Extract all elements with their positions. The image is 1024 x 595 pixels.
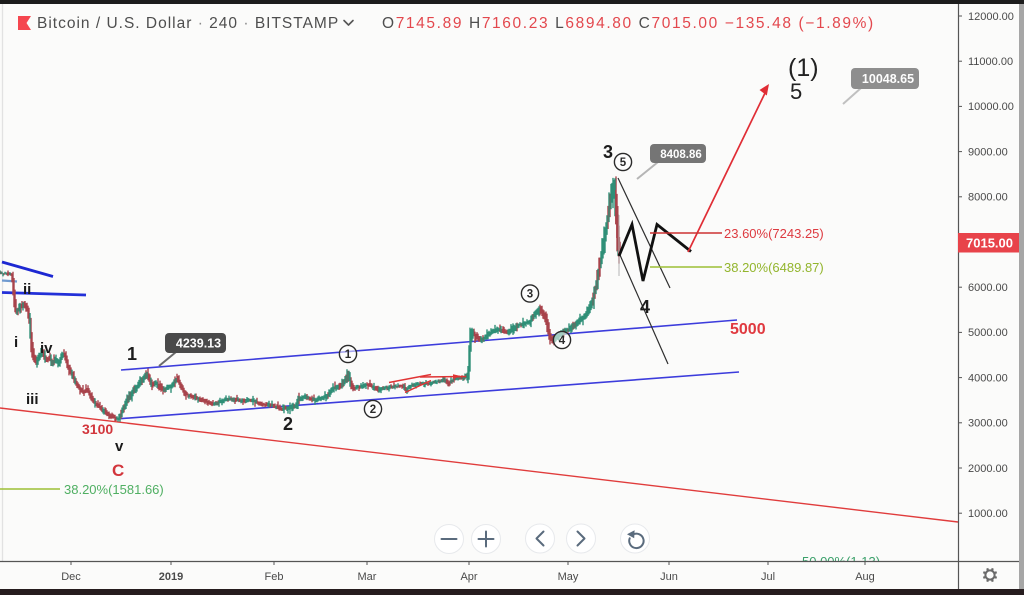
svg-text:Dec: Dec xyxy=(61,571,81,583)
svg-text:3000.00: 3000.00 xyxy=(968,418,1008,430)
svg-text:5: 5 xyxy=(620,157,627,169)
svg-text:5: 5 xyxy=(790,79,802,104)
svg-text:3: 3 xyxy=(527,289,533,301)
svg-text:v: v xyxy=(115,438,124,455)
svg-text:11000.00: 11000.00 xyxy=(968,56,1013,68)
svg-text:7015.00: 7015.00 xyxy=(966,236,1013,251)
svg-text:iii: iii xyxy=(26,391,39,408)
svg-text:Aug: Aug xyxy=(855,571,875,583)
svg-text:4: 4 xyxy=(559,335,566,347)
svg-text:May: May xyxy=(558,571,579,583)
svg-text:4: 4 xyxy=(640,297,650,317)
svg-text:1000.00: 1000.00 xyxy=(968,508,1008,520)
svg-text:2: 2 xyxy=(283,414,293,434)
svg-text:9000.00: 9000.00 xyxy=(968,146,1008,158)
svg-text:10048.65: 10048.65 xyxy=(862,72,914,86)
svg-text:1: 1 xyxy=(345,349,352,361)
svg-text:38.20%(1581.66): 38.20%(1581.66) xyxy=(64,482,164,497)
svg-text:38.20%(6489.87): 38.20%(6489.87) xyxy=(724,260,824,275)
svg-text:Bitcoin / U.S. Dollar · 240 ·: Bitcoin / U.S. Dollar · 240 · BITSTAMP xyxy=(37,15,339,32)
svg-text:23.60%(7243.25): 23.60%(7243.25) xyxy=(724,226,824,241)
svg-text:5000: 5000 xyxy=(730,321,766,338)
svg-text:8000.00: 8000.00 xyxy=(968,192,1008,204)
svg-text:2019: 2019 xyxy=(159,571,183,583)
svg-text:2000.00: 2000.00 xyxy=(968,463,1008,475)
svg-text:(1): (1) xyxy=(788,54,819,82)
svg-text:Apr: Apr xyxy=(460,571,477,583)
svg-text:3: 3 xyxy=(603,142,613,162)
svg-text:8408.86: 8408.86 xyxy=(660,149,702,161)
svg-text:O7145.89 H7160.23 L6894.80 C70: O7145.89 H7160.23 L6894.80 C7015.00 −135… xyxy=(382,15,875,32)
svg-text:Mar: Mar xyxy=(358,571,377,583)
svg-text:i: i xyxy=(14,334,18,351)
svg-text:10000.00: 10000.00 xyxy=(968,101,1014,113)
svg-text:ii: ii xyxy=(23,281,31,298)
svg-text:C: C xyxy=(112,461,124,480)
svg-text:Feb: Feb xyxy=(265,571,284,583)
svg-text:iv: iv xyxy=(40,340,53,357)
svg-text:Jun: Jun xyxy=(660,571,678,583)
svg-text:12000.00: 12000.00 xyxy=(968,11,1014,23)
svg-text:4000.00: 4000.00 xyxy=(968,372,1008,384)
svg-text:2: 2 xyxy=(370,404,376,416)
svg-text:1: 1 xyxy=(127,344,137,364)
svg-text:5000.00: 5000.00 xyxy=(968,327,1008,339)
svg-text:3100: 3100 xyxy=(82,421,113,437)
svg-text:6000.00: 6000.00 xyxy=(968,282,1008,294)
svg-text:4239.13: 4239.13 xyxy=(176,336,221,350)
svg-text:Jul: Jul xyxy=(761,571,775,583)
